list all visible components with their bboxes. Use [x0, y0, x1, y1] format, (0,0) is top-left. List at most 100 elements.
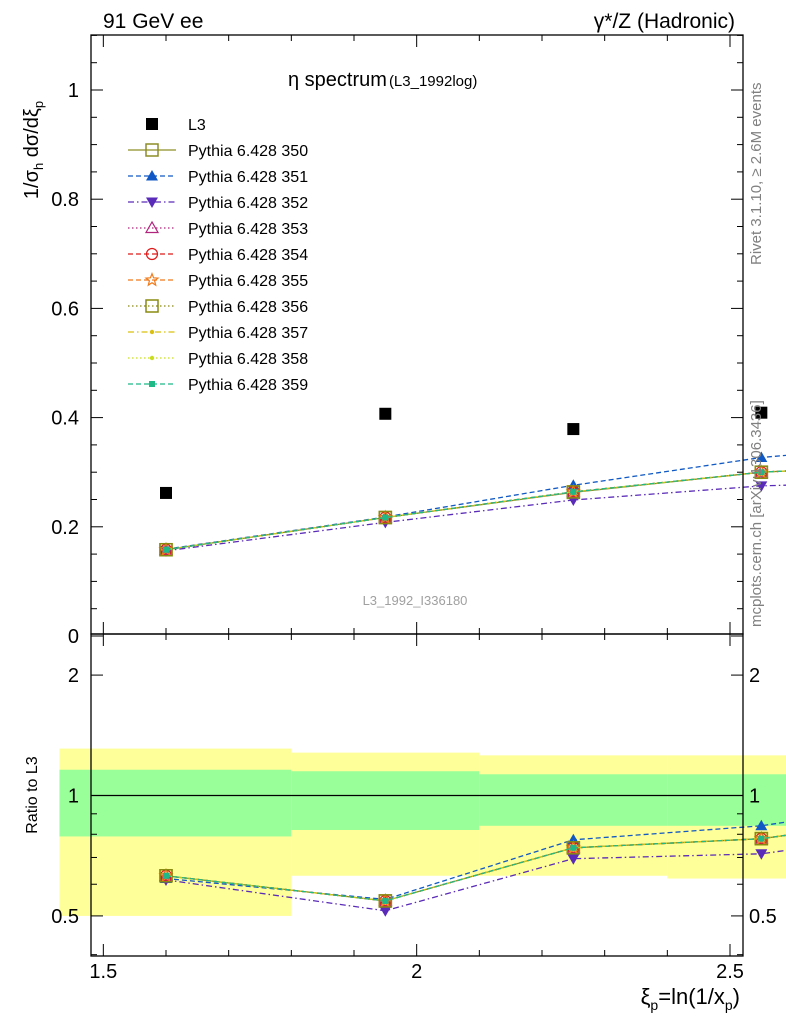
legend-entry-7: Pythia 6.428 356 — [128, 299, 308, 316]
legend-label-0: L3 — [188, 117, 206, 134]
main-ytick-label-1: 0.2 — [51, 517, 79, 539]
main-point-10-3 — [758, 469, 765, 476]
xtick-label-2: 2.5 — [716, 961, 744, 983]
main-ytick-label-4: 0.8 — [51, 189, 79, 211]
legend-entry-5: Pythia 6.428 354 — [128, 247, 308, 264]
header-left-label: 91 GeV ee — [103, 10, 203, 33]
legend-marker-7 — [145, 299, 159, 313]
legend-marker-1 — [145, 143, 159, 157]
ratio-green-band-1 — [291, 771, 480, 830]
legend-label-10: Pythia 6.428 359 — [188, 377, 308, 394]
main-point-10-0 — [163, 546, 169, 553]
xtick-label-1: 2 — [411, 961, 422, 983]
main-series-7 — [159, 465, 786, 557]
main-series-4 — [158, 464, 786, 555]
main-series-3 — [160, 481, 786, 557]
chart-title: η spectrum (L3_1992log) — [288, 69, 477, 91]
legend-marker-3 — [146, 197, 158, 208]
legend-entry-8: Pythia 6.428 357 — [128, 325, 308, 342]
legend: L3 Pythia 6.428 350 Pythia 6.428 351 Pythia… — [128, 117, 308, 394]
legend-label-7: Pythia 6.428 356 — [188, 299, 308, 316]
ratio-ytick-label-right-1: 1 — [749, 786, 760, 808]
main-point-0-1 — [379, 407, 392, 420]
ratio-point-1-3 — [755, 819, 768, 831]
ratio-point-2-1 — [379, 906, 392, 917]
legend-marker-6 — [144, 272, 160, 287]
ratio-ytick-label-left-2: 2 — [68, 665, 79, 687]
main-point-0-0 — [160, 486, 172, 499]
ratio-ytick-label-right-2: 2 — [749, 665, 760, 687]
legend-label-9: Pythia 6.428 358 — [188, 351, 308, 368]
rivet-version-label: Rivet 3.1.10, ≥ 2.6M events — [748, 83, 765, 266]
main-point-10-1 — [382, 514, 389, 521]
main-series-line-3 — [165, 484, 786, 552]
ratio-ytick-label-right-0: 0.5 — [749, 906, 777, 928]
ratio-ytick-label-left-1: 1 — [68, 786, 79, 808]
legend-label-4: Pythia 6.428 353 — [188, 221, 308, 238]
ratio-point-6-0 — [159, 869, 173, 883]
legend-entry-9: Pythia 6.428 358 — [128, 351, 308, 368]
xtick-label-0: 1.5 — [89, 961, 117, 983]
chart-title-main: η spectrum — [288, 69, 387, 91]
legend-label-8: Pythia 6.428 357 — [188, 325, 308, 342]
legend-marker-2 — [146, 170, 158, 181]
main-series-1 — [159, 465, 786, 557]
main-series-5 — [159, 466, 786, 556]
header-right-label: γ*/Z (Hadronic) — [594, 10, 735, 33]
legend-label-6: Pythia 6.428 355 — [188, 273, 308, 290]
legend-label-1: Pythia 6.428 350 — [188, 143, 308, 160]
legend-marker-10 — [149, 381, 155, 387]
legend-entry-10: Pythia 6.428 359 — [128, 377, 308, 394]
analysis-watermark: L3_1992_I336180 — [363, 593, 468, 608]
main-point-10-2 — [570, 488, 577, 495]
main-ytick-label-2: 0.4 — [51, 408, 79, 430]
ratio-series-9 — [163, 834, 786, 904]
main-series-group — [158, 406, 786, 557]
main-point-0-2 — [567, 423, 580, 436]
main-series-6 — [158, 464, 786, 557]
ratio-point-9-3 — [758, 835, 765, 842]
legend-entry-4: Pythia 6.428 353 — [128, 220, 308, 238]
ratio-ytick-label-left-0: 0.5 — [51, 906, 79, 928]
main-point-7-0 — [159, 542, 173, 557]
main-point-3-3 — [755, 481, 768, 492]
chart-title-sub: (L3_1992log) — [389, 73, 477, 90]
legend-entry-6: Pythia 6.428 355 — [128, 272, 308, 290]
ratio-point-2-3 — [755, 849, 768, 860]
ratio-point-9-1 — [382, 897, 389, 904]
legend-entry-0: L3 — [146, 117, 206, 134]
main-ytick-label-5: 1 — [68, 80, 79, 102]
ratio-green-band-2 — [479, 774, 668, 826]
legend-marker-4 — [144, 220, 160, 234]
legend-marker-8 — [149, 329, 155, 335]
legend-label-2: Pythia 6.428 351 — [188, 169, 308, 186]
legend-marker-0 — [146, 118, 158, 130]
legend-marker-5 — [145, 247, 159, 261]
legend-marker-9 — [149, 355, 155, 361]
ratio-point-2-2 — [567, 854, 580, 865]
legend-entry-1: Pythia 6.428 350 — [128, 143, 308, 160]
legend-entry-3: Pythia 6.428 352 — [128, 195, 308, 212]
legend-label-5: Pythia 6.428 354 — [188, 247, 308, 264]
mcplots-label: mcplots.cern.ch [arXiv:1306.3436] — [748, 400, 765, 627]
main-ytick-label-3: 0.6 — [51, 298, 79, 320]
main-series-0 — [160, 406, 768, 499]
ratio-series-group — [158, 819, 786, 917]
ratio-point-9-2 — [570, 844, 577, 851]
x-axis-label: ξp=ln(1/xp) — [641, 984, 740, 1013]
legend-label-3: Pythia 6.428 352 — [188, 195, 308, 212]
ratio-point-6-1 — [378, 894, 393, 908]
legend-entry-2: Pythia 6.428 351 — [128, 169, 308, 186]
ratio-y-axis-label: Ratio to L3 — [24, 756, 41, 833]
main-point-2-3 — [755, 451, 768, 462]
main-series-10 — [163, 469, 786, 553]
ratio-green-band-3 — [667, 774, 786, 826]
main-y-axis-label: 1/σh dσ/dξp — [21, 101, 46, 199]
main-ytick-label-0: 0 — [68, 626, 79, 648]
ratio-point-9-0 — [163, 872, 169, 879]
main-point-7-1 — [378, 510, 393, 525]
ratio-green-band-0 — [59, 769, 292, 837]
main-point-0-3 — [755, 406, 768, 419]
